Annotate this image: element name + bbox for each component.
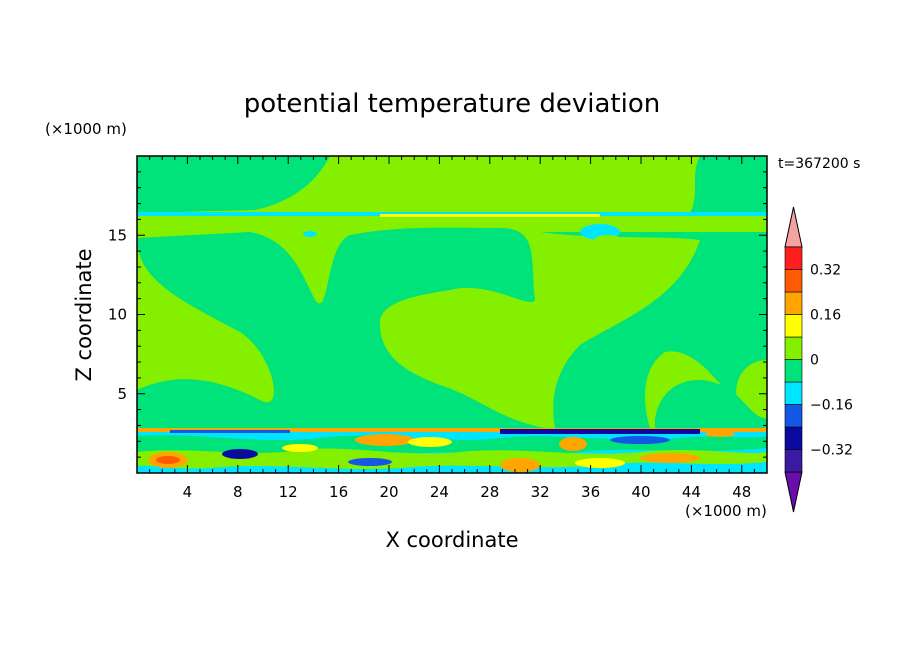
x-tick-label: 28 xyxy=(480,483,499,501)
colorbar-box xyxy=(784,381,803,405)
x-axis-label: X coordinate xyxy=(385,528,518,552)
x-tick-label: 12 xyxy=(279,483,298,501)
x-tick-label: 40 xyxy=(631,483,650,501)
neg-patch-top-left xyxy=(137,156,330,213)
y-unit-label: (×1000 m) xyxy=(45,120,127,138)
colorbar-box xyxy=(784,336,803,360)
warm-blob-2 xyxy=(355,434,415,446)
warm-blob-9 xyxy=(282,444,318,452)
neg-patch-right xyxy=(540,232,767,428)
x-unit-label: (×1000 m) xyxy=(685,502,767,520)
warm-blob-3 xyxy=(408,437,452,447)
bl-top-cold-right xyxy=(500,429,700,434)
small-cold-blob xyxy=(303,231,317,237)
colorbar-box xyxy=(784,246,803,270)
colorbar-label: 0 xyxy=(810,353,819,369)
warm-blob-5 xyxy=(559,437,587,451)
x-tick-label: 48 xyxy=(732,483,751,501)
colorbar-box xyxy=(784,314,803,338)
x-tick-label: 4 xyxy=(183,483,193,501)
colorbar-label: −0.16 xyxy=(810,398,853,414)
neg-patch-top-right xyxy=(690,156,767,213)
y-tick-label: 5 xyxy=(117,385,127,403)
x-tick-label: 36 xyxy=(581,483,600,501)
colorbar-box xyxy=(784,291,803,315)
x-tick-label: 44 xyxy=(682,483,701,501)
colorbar-label: 0.16 xyxy=(810,308,841,324)
x-tick-label: 16 xyxy=(329,483,348,501)
colorbar-box xyxy=(784,269,803,293)
x-tick-label: 8 xyxy=(233,483,243,501)
chart-title: potential temperature deviation xyxy=(244,89,660,119)
colorbar-label: −0.32 xyxy=(810,443,853,459)
contour-field xyxy=(137,156,767,473)
x-tick-label: 32 xyxy=(531,483,550,501)
neg-patch-main xyxy=(137,227,545,428)
colorbar-label: 0.32 xyxy=(810,263,841,279)
y-tick-label: 10 xyxy=(108,306,127,324)
small-warm-blob xyxy=(594,235,622,245)
colorbar-box xyxy=(784,449,803,473)
warm-blob-6 xyxy=(575,458,625,468)
bl-top-warm xyxy=(137,428,767,432)
cold-blob-2 xyxy=(348,458,392,466)
colorbar-extend-max xyxy=(784,206,803,248)
warm-blob-4 xyxy=(500,458,540,472)
cold-blob-1 xyxy=(222,449,258,459)
x-tick-label: 20 xyxy=(379,483,398,501)
colorbar-box xyxy=(784,426,803,450)
colorbar-box xyxy=(784,404,803,428)
warm-blob-7 xyxy=(640,453,700,463)
layer-16km-warm xyxy=(380,214,600,217)
y-axis-label: Z coordinate xyxy=(72,248,96,381)
x-axis-ticks: 4 8 12 16 20 24 28 32 36 40 44 48 xyxy=(149,156,755,501)
colorbar-extend-min xyxy=(784,471,803,513)
colorbar-box xyxy=(784,359,803,383)
cold-blob-3 xyxy=(610,436,670,444)
y-axis-ticks: 5 10 15 xyxy=(108,171,767,458)
time-label: t=367200 s xyxy=(778,156,860,172)
y-tick-label: 15 xyxy=(108,226,127,244)
warm-blob-8 xyxy=(705,431,735,437)
x-tick-label: 24 xyxy=(430,483,449,501)
neg-patch-right-low xyxy=(655,380,767,428)
warm-core-1 xyxy=(156,456,180,464)
colorbar: 0.32 0.16 0 −0.16 −0.32 xyxy=(784,206,853,513)
bl-top-cold-left xyxy=(170,430,290,433)
